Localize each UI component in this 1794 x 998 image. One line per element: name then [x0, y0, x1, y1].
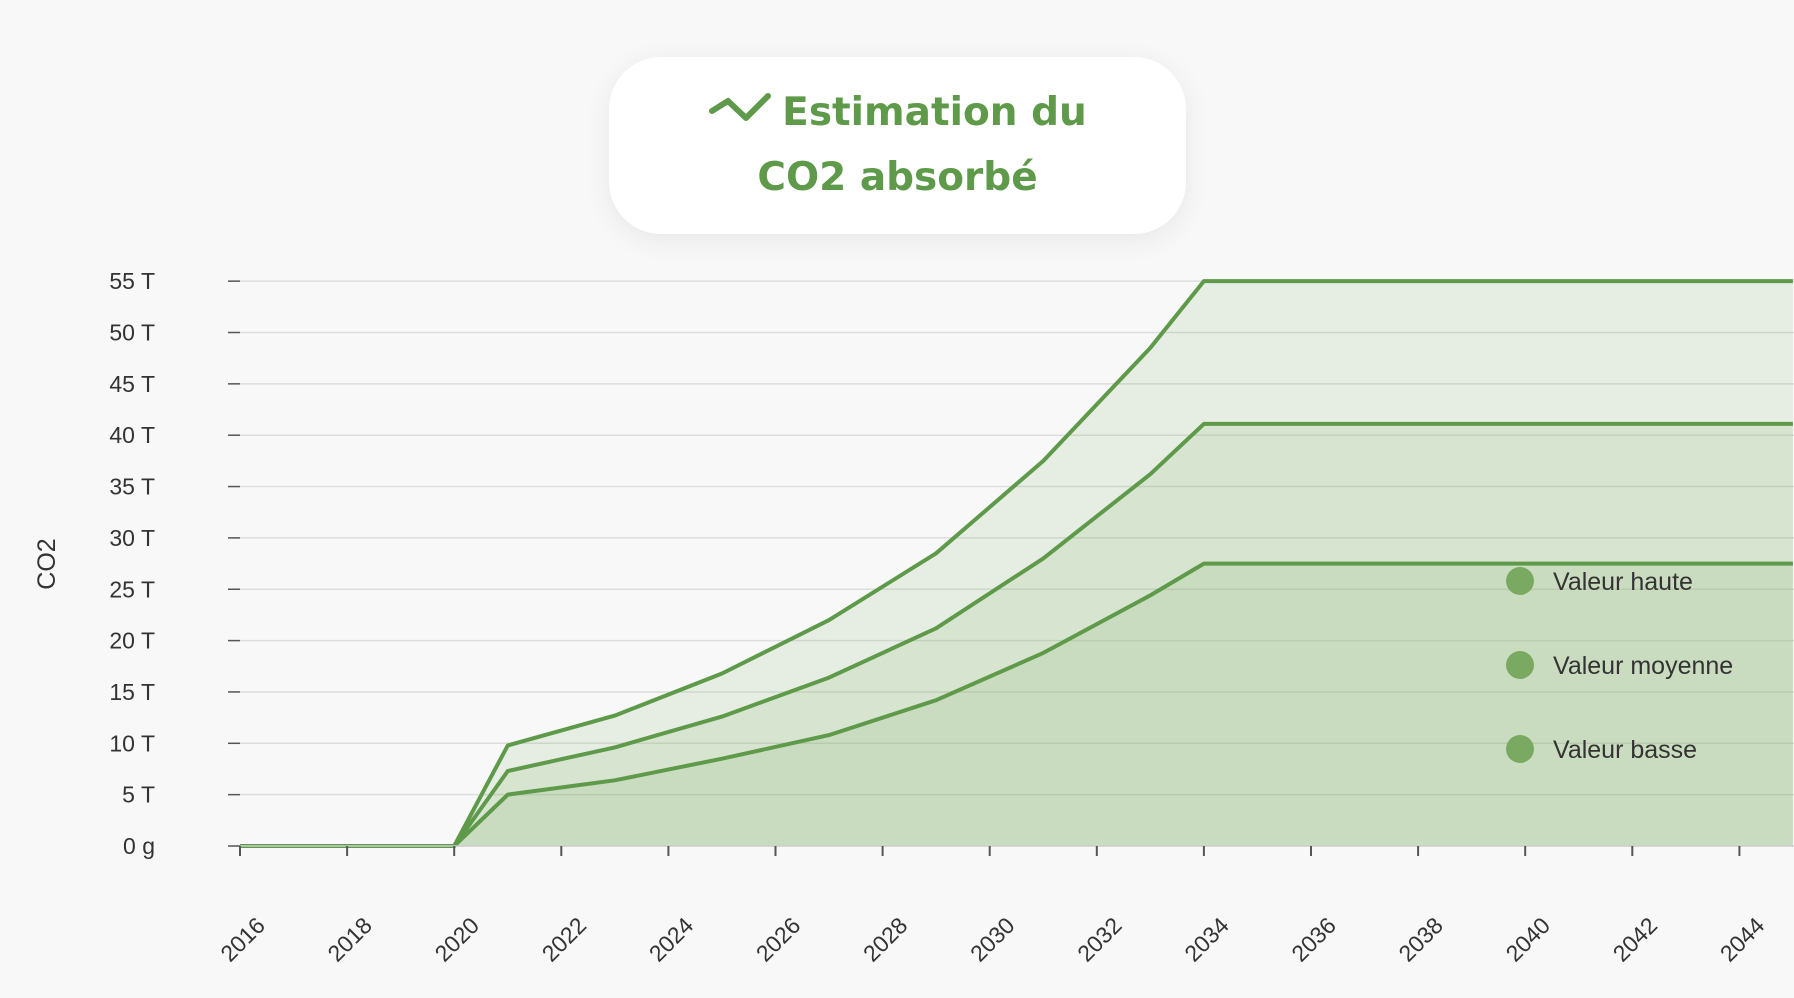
- x-tick-label: 2034: [1179, 912, 1234, 967]
- legend: Valeur haute Valeur moyenne Valeur basse: [1506, 567, 1733, 764]
- x-tick-label: 2022: [537, 912, 592, 967]
- x-tick-label: 2024: [644, 912, 699, 967]
- x-tick-label: 2042: [1608, 912, 1663, 967]
- series-lines: [240, 279, 1793, 848]
- x-tick-label: 2030: [965, 912, 1020, 967]
- series-line-3: [240, 561, 1793, 848]
- series-line-1: [240, 279, 1793, 848]
- legend-label: Valeur basse: [1553, 736, 1697, 764]
- x-tick-label: 2040: [1501, 912, 1556, 967]
- y-tick-label: 35 T: [109, 474, 155, 500]
- y-tick-label: 40 T: [109, 422, 155, 448]
- x-tick-label: 2028: [858, 912, 913, 967]
- legend-label: Valeur haute: [1553, 568, 1693, 596]
- y-tick-label: 5 T: [122, 782, 155, 808]
- title-card: Estimation du CO2 absorbé: [609, 57, 1186, 234]
- y-tick-label: 25 T: [109, 576, 155, 602]
- y-tick-label: 10 T: [109, 730, 155, 756]
- y-tick-label: 15 T: [109, 679, 155, 705]
- legend-dot: [1506, 735, 1534, 763]
- x-tick-label: 2032: [1072, 912, 1127, 967]
- y-tick-label: 20 T: [109, 628, 155, 654]
- grid-lines: [240, 280, 1794, 796]
- area-3: [240, 563, 1793, 846]
- x-axis-ticks: 2016 2018 2020 2022 2024 2026 2028 2030 2032 2034…: [215, 846, 1769, 967]
- x-tick-label: 2026: [751, 912, 806, 967]
- x-tick-label: 2038: [1393, 912, 1448, 967]
- x-tick-label: 2044: [1715, 912, 1770, 967]
- area-2: [240, 423, 1793, 846]
- chart-title: Estimation du CO2 absorbé: [678, 81, 1118, 211]
- x-tick-label: 2036: [1286, 912, 1341, 967]
- y-tick-label: 45 T: [109, 371, 155, 397]
- y-tick-label: 55 T: [109, 268, 155, 294]
- y-tick-label: 30 T: [109, 525, 155, 551]
- chart-title-text: Estimation du CO2 absorbé: [757, 89, 1087, 201]
- series-line-2: [240, 421, 1793, 848]
- legend-label: Valeur moyenne: [1553, 652, 1733, 680]
- y-axis-ticks: 0 g 5 T 10 T 15 T 20 T 25 T 30 T 35 T 40 T 45 T 50…: [109, 268, 240, 859]
- y-axis-title: CO2: [33, 538, 61, 589]
- x-tick-label: 2016: [215, 912, 270, 967]
- legend-dot: [1506, 651, 1534, 679]
- legend-dot: [1506, 567, 1534, 595]
- trend-line-icon: [708, 79, 774, 143]
- y-tick-label: 50 T: [109, 320, 155, 346]
- x-tick-label: 2020: [430, 912, 485, 967]
- y-tick-label: 0 g: [123, 833, 155, 859]
- x-tick-label: 2018: [322, 912, 377, 967]
